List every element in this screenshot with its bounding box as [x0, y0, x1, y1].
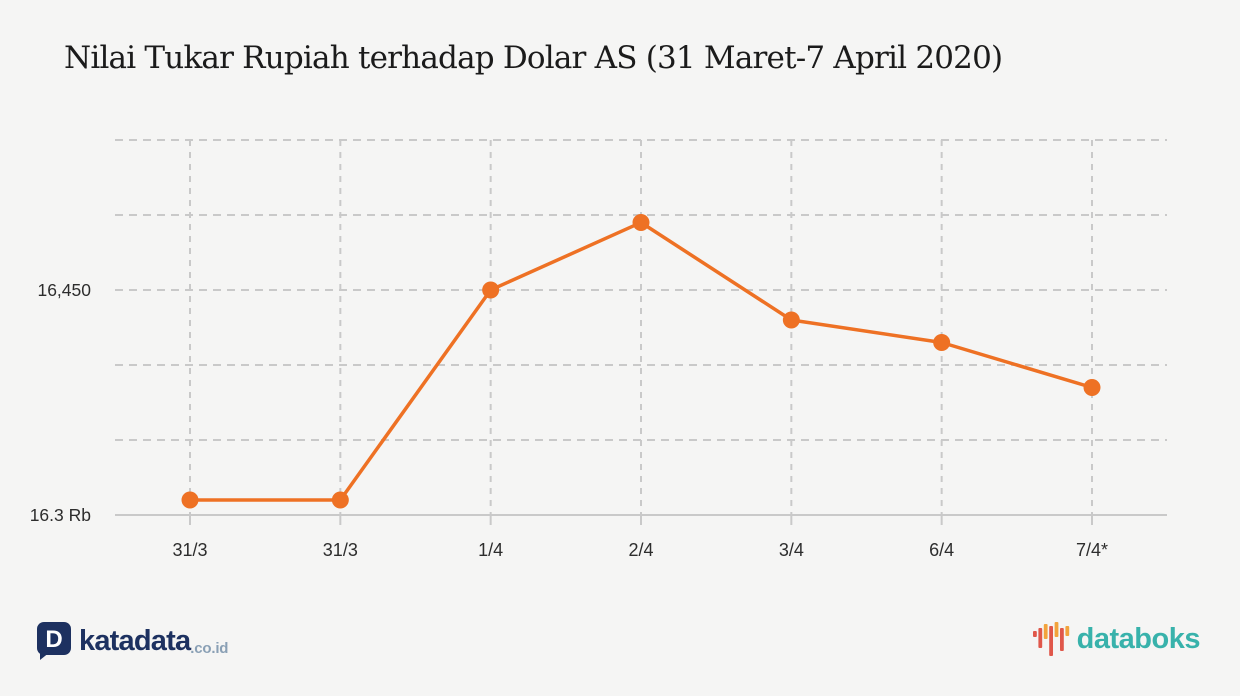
data-point — [933, 334, 951, 351]
y-tick-label: 16,450 — [37, 280, 91, 300]
y-tick-label: 16.3 Rb — [30, 505, 91, 525]
databoks-bars-icon — [1032, 622, 1069, 656]
svg-text:D: D — [45, 626, 62, 653]
exchange-rate-line-chart: 16,450 16.3 Rb 31/3 31/3 1/4 2/4 3/4 6/4 7/4* — [30, 139, 1167, 560]
data-point — [632, 214, 650, 231]
x-tick-label: 1/4 — [478, 540, 503, 560]
x-tick-label: 31/3 — [172, 540, 207, 560]
x-tick-label: 3/4 — [779, 540, 804, 560]
katadata-wordmark: katadata — [79, 625, 191, 657]
x-tick-label: 2/4 — [628, 540, 653, 560]
data-point — [482, 281, 500, 299]
databoks-logo: databoks — [1032, 621, 1201, 657]
x-tick-label: 7/4* — [1076, 540, 1108, 560]
data-point — [1083, 379, 1101, 396]
chart-title: Nilai Tukar Rupiah terhadap Dolar AS (31… — [64, 40, 1003, 76]
x-tick-label: 6/4 — [929, 540, 954, 560]
databoks-wordmark: databoks — [1076, 623, 1201, 655]
data-point — [181, 491, 199, 509]
data-point — [331, 491, 349, 509]
katadata-icon: D — [37, 622, 71, 660]
footer: D katadata .co.id databoks — [0, 612, 1240, 668]
katadata-logo: D katadata .co.id — [36, 621, 228, 661]
data-point — [782, 311, 800, 329]
katadata-domain-suffix: .co.id — [190, 640, 229, 657]
x-tick-label: 31/3 — [323, 540, 358, 560]
